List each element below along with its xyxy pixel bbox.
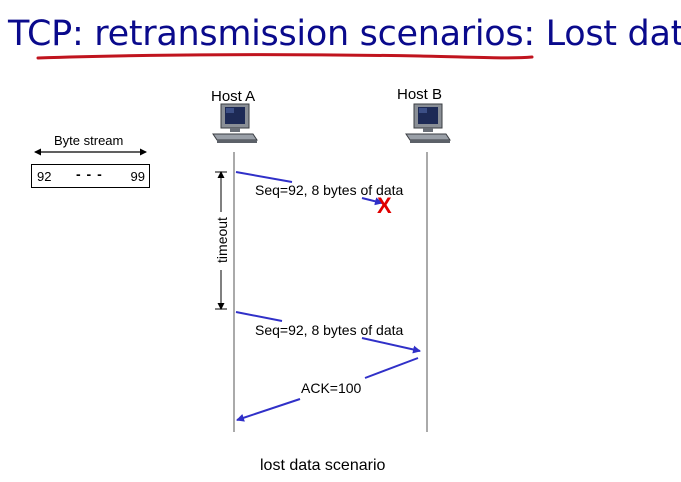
- byte-stream-label: Byte stream: [54, 133, 124, 148]
- host-b-computer-icon: [405, 103, 451, 143]
- loss-x-icon: X: [377, 193, 392, 218]
- timeout-bracket: [215, 171, 227, 310]
- byte-stream-end: 99: [130, 169, 145, 184]
- message-2-label: Seq=92, 8 bytes of data: [255, 322, 404, 338]
- timeout-label: timeout: [214, 217, 230, 263]
- byte-stream-box: 92 - - - 99: [31, 164, 150, 188]
- host-a-computer-icon: [212, 103, 258, 143]
- diagram-caption: lost data scenario: [260, 457, 386, 474]
- message-3-ack-arrow: [236, 357, 419, 422]
- message-3-label: ACK=100: [301, 380, 362, 396]
- host-b-label: Host B: [397, 86, 443, 103]
- byte-stream-ellipsis: - - -: [76, 166, 103, 182]
- message-1-lost-segment-arrow: [235, 171, 383, 206]
- byte-stream-start: 92: [37, 169, 52, 184]
- title-underline: [36, 53, 534, 60]
- host-a-label: Host A: [211, 88, 256, 105]
- slide-title: TCP: retransmission scenarios: Lost data: [8, 14, 681, 54]
- message-2-retransmit-arrow: [235, 311, 421, 354]
- message-1-label: Seq=92, 8 bytes of data: [255, 182, 404, 198]
